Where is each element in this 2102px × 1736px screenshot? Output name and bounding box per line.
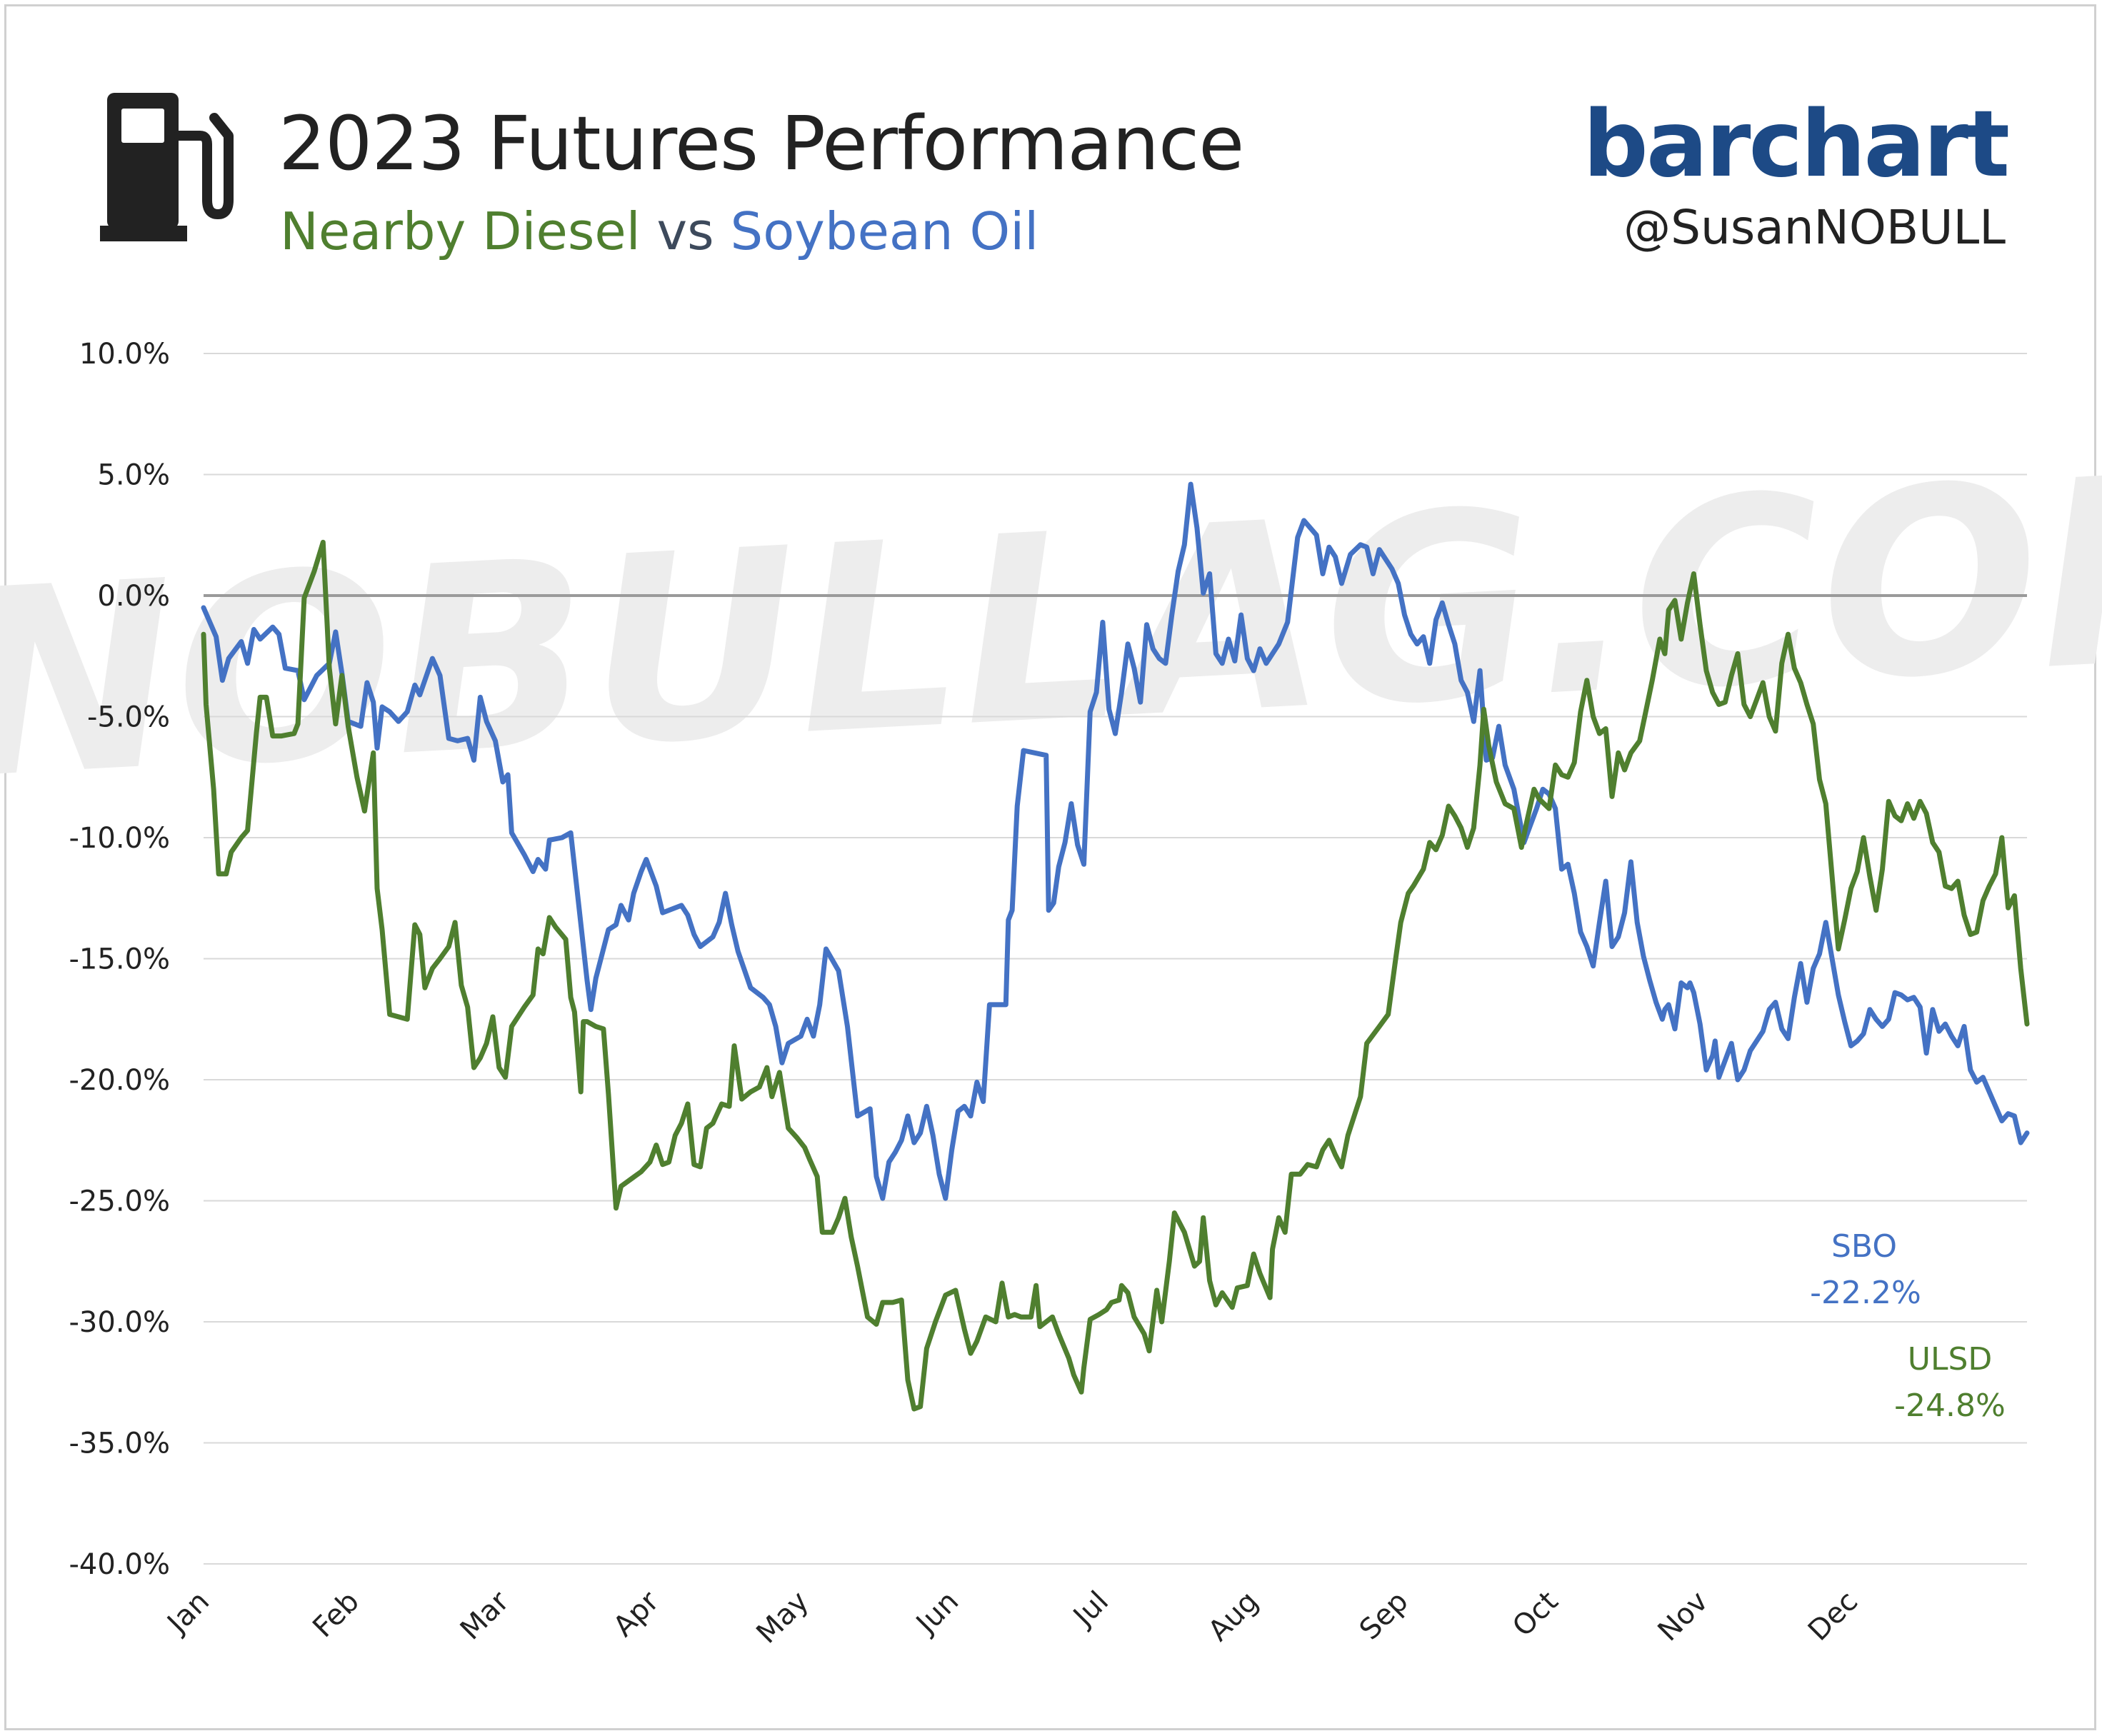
y-tick-label: -25.0% bbox=[69, 1185, 170, 1218]
x-tick-label: Apr bbox=[607, 1585, 666, 1643]
x-tick-label: Sep bbox=[1353, 1585, 1415, 1647]
y-tick-label: -35.0% bbox=[69, 1428, 170, 1460]
x-tick-label: Dec bbox=[1802, 1585, 1864, 1647]
x-tick-label: Jan bbox=[160, 1585, 216, 1641]
y-tick-label: 5.0% bbox=[97, 459, 170, 492]
x-tick-label: Jul bbox=[1066, 1585, 1115, 1635]
x-tick-label: Aug bbox=[1202, 1585, 1265, 1648]
x-tick-label: Mar bbox=[454, 1585, 516, 1646]
fuel-pump-icon bbox=[100, 93, 234, 241]
subtitle-vs: vs bbox=[656, 201, 714, 261]
brand-logo: barchart bbox=[1583, 91, 2010, 198]
x-tick-label: Jun bbox=[909, 1585, 965, 1642]
watermark: NOBULLAG.COM bbox=[0, 415, 2102, 836]
y-tick-label: -10.0% bbox=[69, 822, 170, 855]
subtitle-diesel: Nearby Diesel bbox=[280, 201, 641, 261]
chart-subtitle: Nearby Diesel vs Soybean Oil bbox=[280, 201, 1039, 261]
x-tick-label: May bbox=[750, 1585, 815, 1650]
y-tick-label: 0.0% bbox=[97, 580, 170, 613]
y-tick-label: -15.0% bbox=[69, 943, 170, 976]
y-tick-label: -30.0% bbox=[69, 1306, 170, 1339]
x-tick-label: Oct bbox=[1506, 1585, 1564, 1643]
y-tick-label: -40.0% bbox=[69, 1548, 170, 1581]
series-line-diesel bbox=[201, 539, 2030, 1412]
y-tick-label: -20.0% bbox=[69, 1064, 170, 1097]
x-tick-label: Nov bbox=[1652, 1585, 1715, 1648]
ulsd-label: ULSD bbox=[1908, 1341, 1993, 1378]
y-tick-label: 10.0% bbox=[79, 338, 170, 371]
x-tick-label: Feb bbox=[306, 1585, 366, 1645]
subtitle-sbo: Soybean Oil bbox=[730, 201, 1039, 261]
author-handle: @SusanNOBULL bbox=[1623, 200, 2006, 255]
y-tick-label: -5.0% bbox=[87, 701, 170, 734]
series-line-sbo bbox=[201, 481, 2030, 1201]
sbo-label: SBO bbox=[1831, 1228, 1897, 1265]
ulsd-value: -24.8% bbox=[1894, 1388, 2006, 1424]
sbo-value: -22.2% bbox=[1810, 1275, 1921, 1311]
chart-title: 2023 Futures Performance bbox=[279, 100, 1244, 187]
